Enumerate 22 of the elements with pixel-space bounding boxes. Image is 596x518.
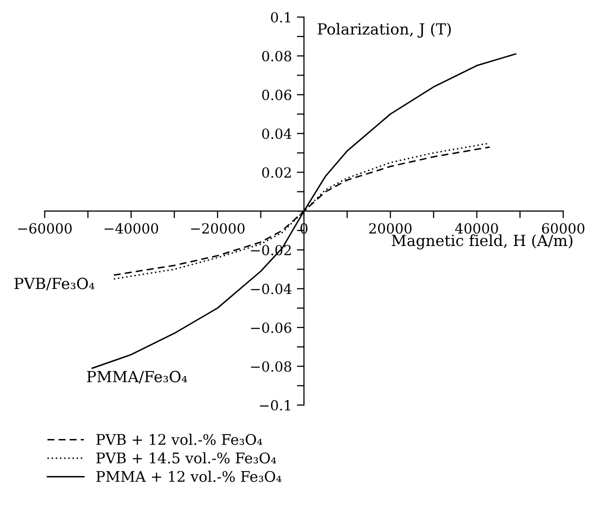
- x-axis-title: Magnetic field, H (A/m): [392, 234, 572, 250]
- legend-label: PVB + 12 vol.-% Fe₃O₄: [96, 434, 262, 446]
- y-tick-label: 0.1: [270, 12, 290, 23]
- y-axis-title: Polarization, J (T): [318, 22, 451, 38]
- annotation: PVB/Fe₃O₄: [14, 278, 94, 290]
- y-tick-label: −0.04: [251, 284, 292, 294]
- y-tick-label: −0.1: [260, 400, 290, 411]
- x-tick-label: −60000: [18, 223, 72, 234]
- x-tick-label: 20000: [369, 223, 412, 234]
- annotation: PMMA/Fe₃O₄: [87, 370, 188, 384]
- legend-label: PMMA + 12 vol.-% Fe₃O₄: [96, 470, 282, 482]
- x-tick-label: −20000: [191, 223, 245, 234]
- y-tick-label: 0.08: [262, 50, 292, 62]
- x-tick-label: −40000: [104, 223, 158, 234]
- y-tick-label: −0.08: [251, 361, 292, 372]
- y-tick-label: 0.04: [262, 128, 292, 139]
- y-tick-label: 0.02: [262, 167, 291, 178]
- x-tick-label: 40000: [455, 223, 498, 234]
- legend-label: PVB + 14.5 vol.-% Fe₃O₄: [96, 452, 276, 464]
- x-tick-label: 60000: [542, 223, 584, 234]
- y-tick-label: 0.06: [262, 90, 292, 100]
- y-tick-label: −0.06: [251, 322, 292, 333]
